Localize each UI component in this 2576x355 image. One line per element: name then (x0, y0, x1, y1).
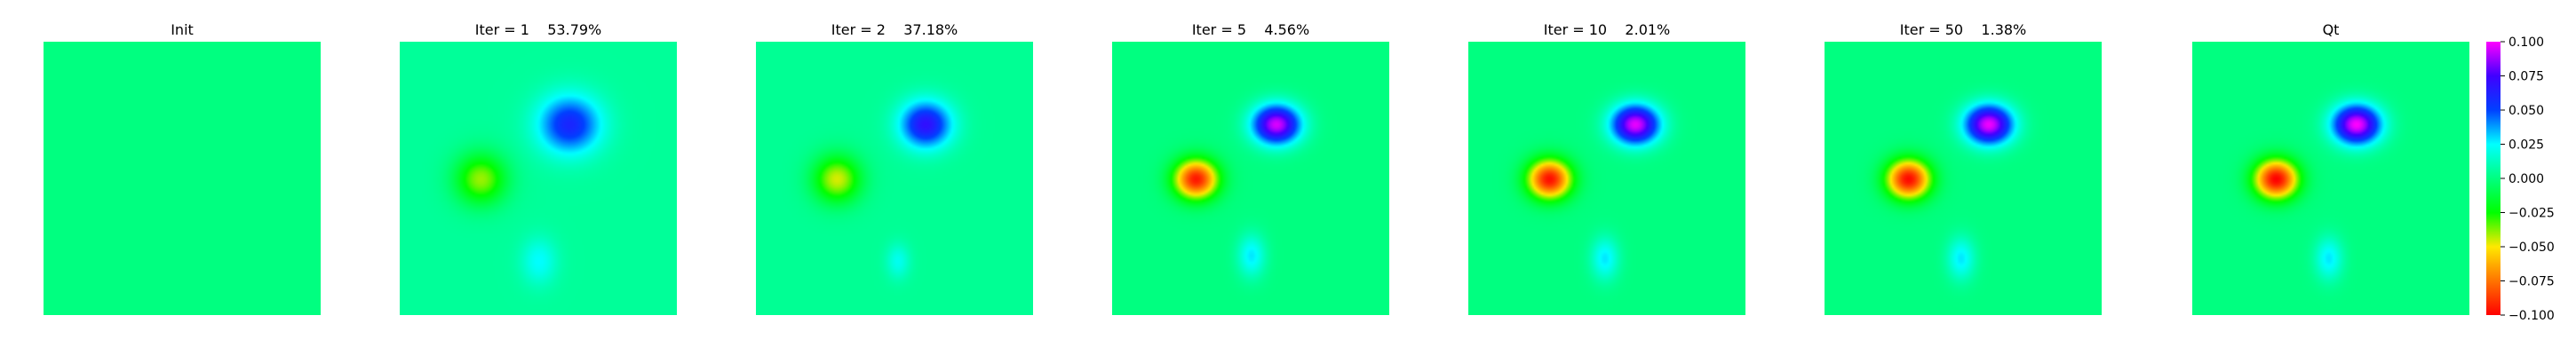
colorbar-tick-label: −0.100 (2508, 309, 2555, 323)
colorbar-tick-label: −0.075 (2508, 275, 2555, 289)
heatmap-panel-2: Iter = 1 53.79% (400, 21, 677, 315)
panel-group: Init Iter = 1 53.79% Iter = 2 37.18% Iter =… (44, 21, 2469, 315)
heatmap-panel-3: Iter = 2 37.18% (756, 21, 1033, 315)
heatmap-image (44, 42, 321, 315)
colorbar-tick-label: −0.050 (2508, 241, 2555, 255)
heatmap-image (1112, 42, 1389, 315)
heatmap-image (400, 42, 677, 315)
heatmap-panel-4: Iter = 5 4.56% (1112, 21, 1389, 315)
colorbar-tick-label: 0.025 (2508, 138, 2544, 153)
heatmap-panel-1: Init (44, 21, 321, 315)
colorbar-tick-label: −0.025 (2508, 207, 2555, 221)
heatmap-image (756, 42, 1033, 315)
colorbar-gradient (2486, 42, 2500, 315)
heatmap-image (1468, 42, 1745, 315)
panel-title: Qt (2323, 21, 2340, 38)
colorbar-tick-label: 0.075 (2508, 70, 2544, 84)
colorbar: 0.100 0.075 0.050 0.025 0.000 −0.025 −0.050 −0.… (2486, 36, 2555, 323)
panel-title: Init (171, 21, 194, 38)
panel-title: Iter = 2 37.18% (831, 21, 958, 38)
panel-title: Iter = 5 4.56% (1192, 21, 1309, 38)
colorbar-tick-label: 0.100 (2508, 36, 2544, 50)
panel-title: Iter = 50 1.38% (1900, 21, 2027, 38)
heatmap-image (2192, 42, 2469, 315)
heatmap-panel-7: Qt (2192, 21, 2469, 315)
colorbar-tick-label: 0.050 (2508, 104, 2544, 118)
panel-title: Iter = 1 53.79% (475, 21, 602, 38)
heatmap-image (1825, 42, 2102, 315)
colorbar-tick-label: 0.000 (2508, 172, 2544, 186)
heatmap-panel-6: Iter = 50 1.38% (1825, 21, 2102, 315)
panel-title: Iter = 10 2.01% (1544, 21, 1671, 38)
heatmap-panel-5: Iter = 10 2.01% (1468, 21, 1745, 315)
